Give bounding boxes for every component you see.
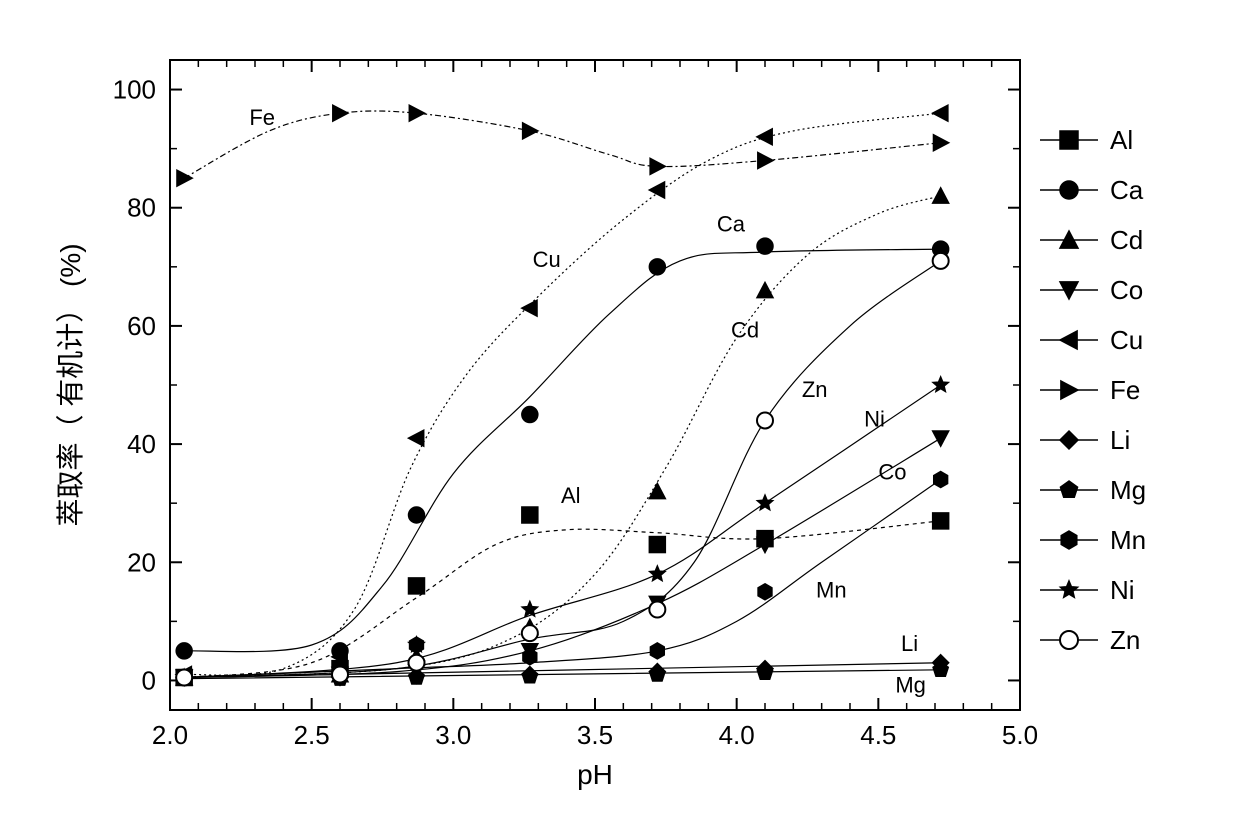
svg-text:80: 80 — [127, 193, 156, 223]
svg-text:Co: Co — [1110, 275, 1143, 305]
svg-text:Ca: Ca — [717, 211, 746, 236]
svg-text:40: 40 — [127, 429, 156, 459]
extraction-rate-chart: 2.0 2.5 3.0 3.5 4.0 4.5 5.0 0 20 40 60 80 100 pH 萃取率（ … — [20, 20, 1220, 811]
svg-text:pH: pH — [577, 759, 613, 790]
svg-text:Zn: Zn — [1110, 625, 1140, 655]
svg-text:3.5: 3.5 — [577, 720, 613, 750]
svg-text:2.5: 2.5 — [294, 720, 330, 750]
svg-text:Cd: Cd — [1110, 225, 1143, 255]
svg-text:Fe: Fe — [1110, 375, 1140, 405]
svg-text:60: 60 — [127, 311, 156, 341]
svg-text:Cd: Cd — [731, 318, 759, 343]
svg-text:Co: Co — [878, 460, 906, 485]
svg-text:Li: Li — [1110, 425, 1130, 455]
svg-text:4.5: 4.5 — [860, 720, 896, 750]
svg-text:Ca: Ca — [1110, 175, 1144, 205]
chart-svg: 2.0 2.5 3.0 3.5 4.0 4.5 5.0 0 20 40 60 80 100 pH 萃取率（ … — [20, 20, 1220, 811]
svg-text:Zn: Zn — [802, 377, 828, 402]
svg-text:Mg: Mg — [895, 672, 926, 697]
svg-text:5.0: 5.0 — [1002, 720, 1038, 750]
svg-text:0: 0 — [142, 665, 156, 695]
svg-text:萃取率（ 有机计） (%): 萃取率（ 有机计） (%) — [55, 243, 86, 526]
svg-text:Al: Al — [1110, 125, 1133, 155]
svg-text:Ni: Ni — [864, 406, 885, 431]
svg-text:3.0: 3.0 — [435, 720, 471, 750]
svg-text:100: 100 — [113, 75, 156, 105]
svg-text:Al: Al — [561, 483, 581, 508]
svg-text:Mn: Mn — [1110, 525, 1146, 555]
svg-text:Ni: Ni — [1110, 575, 1135, 605]
svg-text:Mg: Mg — [1110, 475, 1146, 505]
svg-text:Li: Li — [901, 631, 918, 656]
svg-text:Fe: Fe — [249, 105, 275, 130]
svg-text:20: 20 — [127, 547, 156, 577]
svg-text:2.0: 2.0 — [152, 720, 188, 750]
svg-text:4.0: 4.0 — [719, 720, 755, 750]
svg-text:Cu: Cu — [1110, 325, 1143, 355]
svg-text:Cu: Cu — [533, 247, 561, 272]
svg-text:Mn: Mn — [816, 578, 847, 603]
